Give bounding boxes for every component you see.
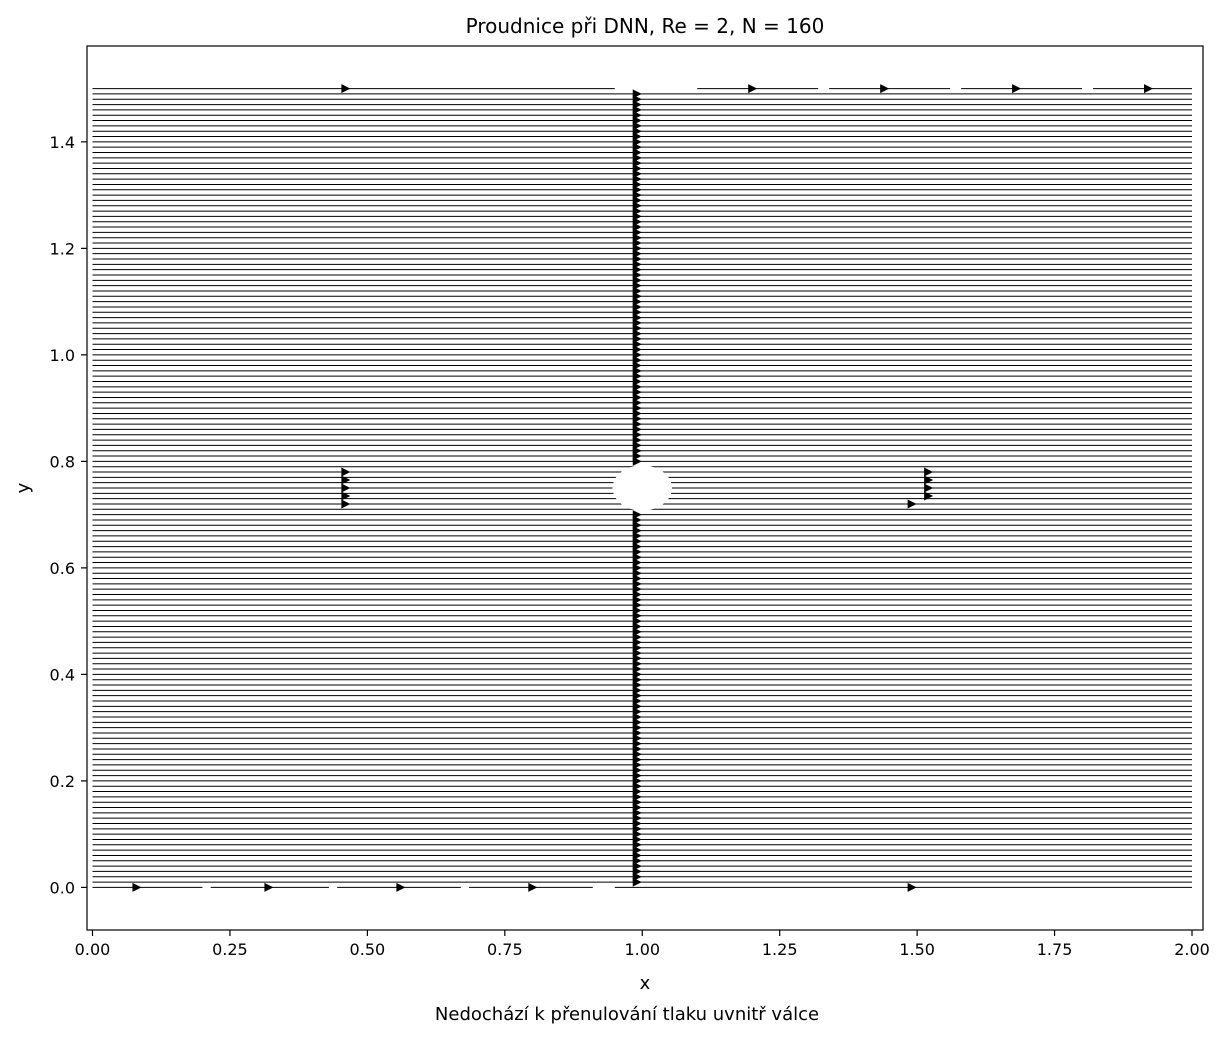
streamline-gap <box>460 885 470 889</box>
flow-arrow <box>632 510 642 520</box>
streamline-gap <box>328 885 338 889</box>
x-tick-label: 1.00 <box>624 940 660 959</box>
x-tick-label: 1.50 <box>899 940 935 959</box>
flow-arrow <box>1144 84 1154 94</box>
flow-arrow <box>924 475 934 485</box>
plot-area <box>86 45 1204 931</box>
streamline-gap <box>592 885 615 889</box>
x-tick-label: 2.00 <box>1174 940 1210 959</box>
flow-arrow <box>748 84 758 94</box>
streamline-gaps <box>202 87 1094 889</box>
flow-arrow <box>396 882 406 892</box>
flow-arrows <box>132 84 1154 892</box>
y-tick-label: 0.4 <box>50 665 75 684</box>
x-tick-label: 0.25 <box>212 940 248 959</box>
flow-arrow <box>341 499 351 509</box>
flow-arrow <box>341 84 351 94</box>
streamline-gap <box>614 87 698 91</box>
streamline-gap <box>1082 87 1094 91</box>
cylinder <box>612 465 672 511</box>
y-axis: 0.0 0.2 0.4 0.6 0.8 1.0 1.2 1.4 <box>50 133 87 897</box>
y-tick-label: 1.2 <box>50 239 75 258</box>
flow-arrow <box>924 483 934 493</box>
flow-arrow <box>132 882 142 892</box>
flow-arrow <box>341 483 351 493</box>
y-tick-label: 1.0 <box>50 346 75 365</box>
y-axis-label: y <box>13 482 34 493</box>
streamline-gap <box>202 885 211 889</box>
streamline-gap <box>818 87 830 91</box>
axes-frame <box>86 45 1204 931</box>
streamline-gap <box>950 87 962 91</box>
flow-arrow <box>632 89 642 99</box>
y-tick-label: 1.4 <box>50 133 75 152</box>
x-axis: 0.00 0.25 0.50 0.75 1.00 1.25 1.50 1.75 2.00 <box>75 930 1210 959</box>
y-tick-label: 0.6 <box>50 559 75 578</box>
flow-arrow <box>924 491 934 501</box>
y-tick-label: 0.2 <box>50 772 75 791</box>
y-tick-label: 0.0 <box>50 878 75 897</box>
x-axis-label: x <box>640 973 651 994</box>
x-tick-label: 1.25 <box>762 940 798 959</box>
flow-arrow <box>341 467 351 477</box>
flow-arrow <box>880 84 890 94</box>
x-tick-label: 0.75 <box>487 940 523 959</box>
flow-arrow <box>264 882 274 892</box>
flow-arrow <box>907 499 917 509</box>
x-tick-label: 0.00 <box>75 940 111 959</box>
flow-arrow <box>907 882 917 892</box>
figure-caption: Nedochází k přenulování tlaku uvnitř vál… <box>435 1004 819 1025</box>
y-tick-label: 0.8 <box>50 452 75 471</box>
flow-arrow <box>924 467 934 477</box>
flow-arrow <box>528 882 538 892</box>
x-tick-label: 0.50 <box>350 940 386 959</box>
flow-arrow <box>1012 84 1022 94</box>
flow-arrow <box>341 475 351 485</box>
x-tick-label: 1.75 <box>1037 940 1073 959</box>
flow-arrow <box>341 491 351 501</box>
chart-title: Proudnice při DNN, Re = 2, N = 160 <box>466 14 825 38</box>
